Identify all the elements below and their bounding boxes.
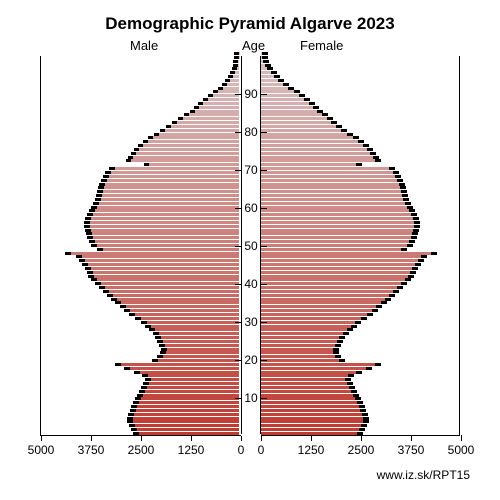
x-tick-label: 0 <box>258 443 265 457</box>
x-tick-label: 1250 <box>298 443 325 457</box>
female-bars <box>261 56 461 435</box>
x-tick-label: 1250 <box>178 443 205 457</box>
plot-area: 0012501250250025003750375050005000 10203… <box>40 56 460 436</box>
male-label: Male <box>130 38 158 53</box>
x-tick-label: 2500 <box>128 443 155 457</box>
y-tick-label: 90 <box>241 87 261 101</box>
y-tick-label: 30 <box>241 315 261 329</box>
axis-gap <box>241 434 261 436</box>
age-label: Age <box>242 38 265 53</box>
x-tick-label: 0 <box>238 443 245 457</box>
y-tick-label: 10 <box>241 391 261 405</box>
footer-url: www.iz.sk/RPT15 <box>377 468 470 482</box>
x-tick-label: 3750 <box>78 443 105 457</box>
y-tick-label: 50 <box>241 239 261 253</box>
x-tick-label: 5000 <box>28 443 55 457</box>
male-bars <box>39 56 239 435</box>
y-tick-label: 70 <box>241 163 261 177</box>
y-tick-label: 60 <box>241 201 261 215</box>
female-label: Female <box>300 38 343 53</box>
y-tick-label: 20 <box>241 353 261 367</box>
x-tick-label: 2500 <box>348 443 375 457</box>
y-tick-label: 40 <box>241 277 261 291</box>
chart-container: Demographic Pyramid Algarve 2023 Male Ag… <box>0 0 500 500</box>
y-tick-label: 80 <box>241 125 261 139</box>
chart-title: Demographic Pyramid Algarve 2023 <box>0 14 500 34</box>
x-tick-label: 3750 <box>398 443 425 457</box>
x-tick-label: 5000 <box>448 443 475 457</box>
